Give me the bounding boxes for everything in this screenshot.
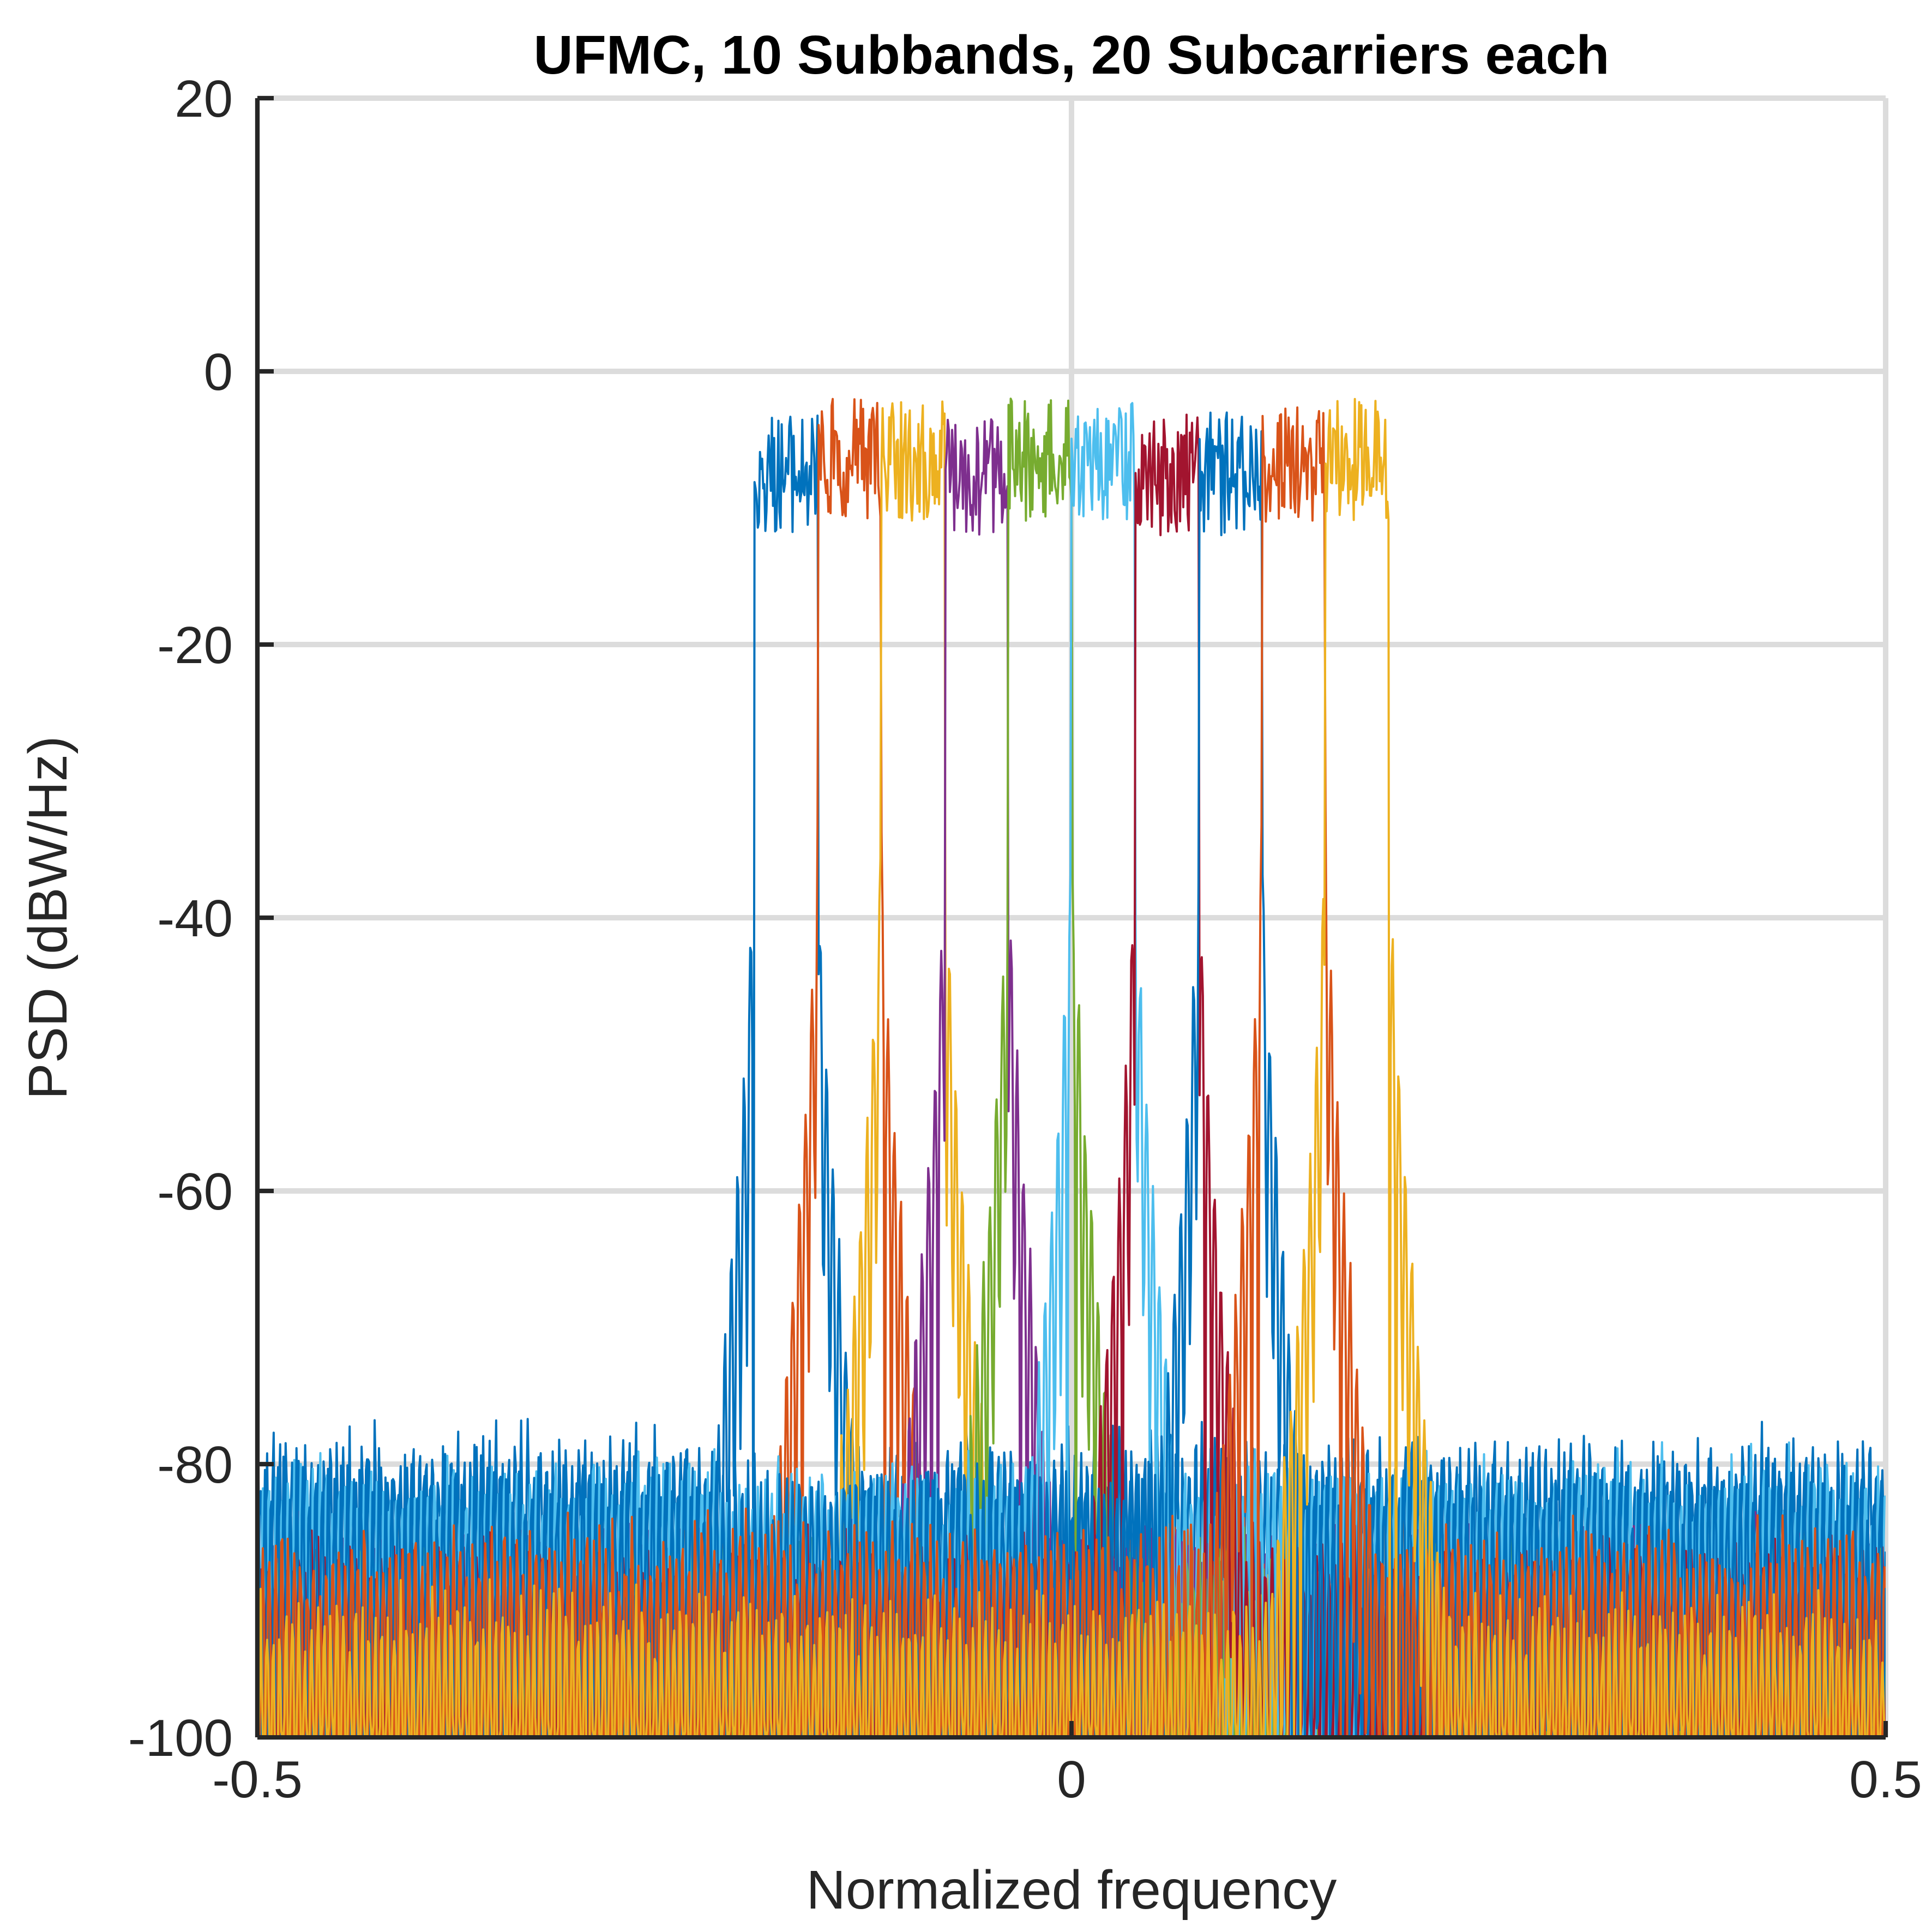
tick-labels: -100 -80 -60 -40 -20 0 20 -0.5 0 0.5 bbox=[128, 70, 1922, 1809]
y-axis-label: PSD (dBW/Hz) bbox=[17, 736, 79, 1100]
axes bbox=[255, 96, 1888, 1740]
x-tick-label: -0.5 bbox=[212, 1750, 302, 1809]
x-axis-label: Normalized frequency bbox=[806, 1859, 1337, 1921]
psd-series-line bbox=[257, 406, 1886, 1737]
y-tick-label: -100 bbox=[128, 1709, 233, 1767]
y-tick-label: -20 bbox=[157, 616, 233, 675]
y-tick-label: -60 bbox=[157, 1163, 233, 1221]
chart-title: UFMC, 10 Subbands, 20 Subcarriers each bbox=[534, 25, 1610, 86]
psd-series-line bbox=[257, 411, 1886, 1737]
psd-series-line bbox=[257, 398, 1886, 1737]
series-group bbox=[257, 398, 1886, 1737]
y-tick-label: 20 bbox=[174, 70, 233, 128]
y-tick-label: -80 bbox=[157, 1436, 233, 1494]
y-tick-label: 0 bbox=[204, 343, 233, 401]
x-tick-label: 0 bbox=[1057, 1750, 1086, 1809]
x-tick-label: 0.5 bbox=[1849, 1750, 1922, 1809]
y-tick-label: -40 bbox=[157, 889, 233, 948]
